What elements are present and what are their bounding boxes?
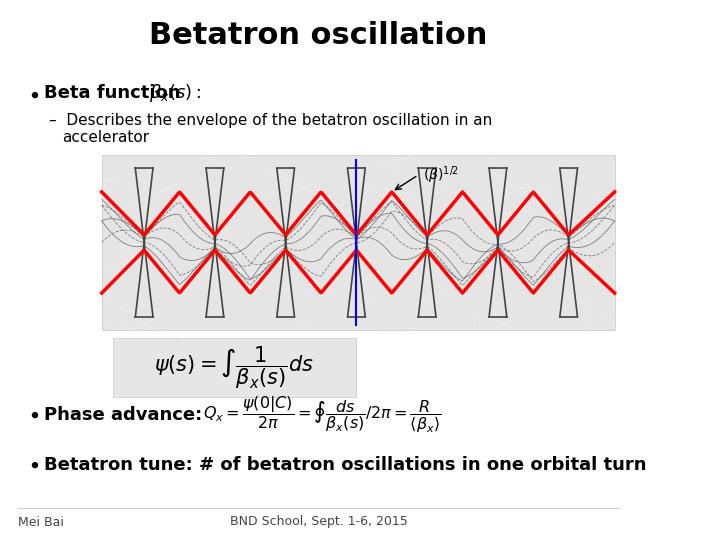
Text: Mei Bai: Mei Bai [18,516,63,529]
Text: $\bullet$: $\bullet$ [27,405,39,425]
Text: $\bullet$: $\bullet$ [27,455,39,475]
Text: accelerator: accelerator [62,131,149,145]
Text: –  Describes the envelope of the betatron oscillation in an: – Describes the envelope of the betatron… [49,112,492,127]
Text: $Q_x=\dfrac{\psi(0|C)}{2\pi}=\oint\dfrac{ds}{\beta_x(s)}/2\pi=\dfrac{R}{\langle\: $Q_x=\dfrac{\psi(0|C)}{2\pi}=\oint\dfrac… [204,395,442,435]
Text: Betatron tune: # of betatron oscillations in one orbital turn: Betatron tune: # of betatron oscillation… [44,456,647,474]
Text: :: : [190,84,202,102]
Text: $(\beta)^{1/2}$: $(\beta)^{1/2}$ [423,164,459,186]
FancyBboxPatch shape [102,155,615,330]
Text: Phase advance:: Phase advance: [44,406,202,424]
Text: $\psi(s)=\int \dfrac{1}{\beta_x(s)}ds$: $\psi(s)=\int \dfrac{1}{\beta_x(s)}ds$ [154,345,315,391]
FancyBboxPatch shape [113,338,356,397]
Text: $\bullet$: $\bullet$ [27,85,39,105]
Text: BND School, Sept. 1-6, 2015: BND School, Sept. 1-6, 2015 [230,516,408,529]
Text: $\beta_x(s)$: $\beta_x(s)$ [148,82,192,104]
Text: Betatron oscillation: Betatron oscillation [149,21,487,50]
Text: Beta function: Beta function [44,84,181,102]
